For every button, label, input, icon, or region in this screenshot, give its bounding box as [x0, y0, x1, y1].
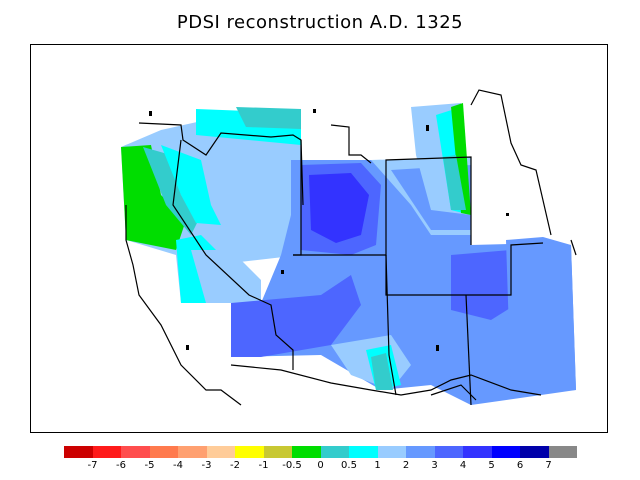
legend-tick-label: 6	[516, 460, 524, 471]
legend-swatch	[292, 446, 321, 458]
lakes	[149, 109, 509, 351]
legend-swatch	[206, 446, 235, 458]
legend-swatch	[92, 446, 121, 458]
region-oregon-green	[121, 145, 186, 250]
legend-swatch	[149, 446, 178, 458]
region-oregon-cyan	[161, 145, 221, 225]
legend-swatch	[121, 446, 150, 458]
legend-swatch	[377, 446, 406, 458]
legend-swatch	[491, 446, 520, 458]
pdsi-map	[121, 89, 577, 406]
legend-swatch	[320, 446, 349, 458]
legend-swatch	[64, 446, 93, 458]
pdsi-colorbar-ticks: -7 -6 -5 -4 -3 -2 -1 -0.5 0 0.5 1 2 3 4 5 6 7	[64, 460, 577, 474]
legend-swatch	[263, 446, 292, 458]
legend-tick-label: -6	[116, 460, 126, 471]
legend-tick-label: 5	[488, 460, 495, 471]
legend-swatch	[548, 446, 577, 458]
legend-tick-label: -3	[201, 460, 212, 471]
legend-swatch	[463, 446, 492, 458]
legend-swatch	[434, 446, 463, 458]
legend-tick-label: 3	[431, 460, 438, 471]
region-oregon-teal	[143, 147, 201, 235]
pdsi-colorbar	[64, 446, 577, 458]
legend-tick-label: -0.5	[282, 460, 302, 471]
legend-tick-label: -1	[258, 460, 269, 471]
region-az-teal	[371, 353, 393, 390]
legend-tick-label: 7	[545, 460, 552, 471]
legend-swatch	[349, 446, 378, 458]
legend-tick-label: -5	[144, 460, 155, 471]
region-pnw-top-inner	[236, 107, 301, 129]
region-se-blue	[506, 237, 576, 393]
region-ne-green	[451, 103, 471, 215]
legend-tick-label: 0	[317, 460, 324, 471]
legend-tick-label: 0.5	[341, 460, 357, 471]
legend-swatch	[235, 446, 264, 458]
boundaries	[125, 89, 577, 406]
map-title: PDSI reconstruction A.D. 1325	[176, 12, 464, 33]
legend-tick-label: 2	[402, 460, 410, 471]
region-interior-core	[309, 173, 369, 243]
legend-tick-label: -7	[87, 460, 98, 471]
legend-swatch	[406, 446, 435, 458]
legend-tick-label: 4	[459, 460, 467, 471]
legend-tick-label: 1	[374, 460, 381, 471]
legend-swatch	[178, 446, 207, 458]
legend-swatch	[520, 446, 549, 458]
legend-tick-label: -2	[230, 460, 240, 471]
legend-tick-label: -4	[173, 460, 183, 471]
map-frame	[30, 44, 608, 433]
region-ut-band	[231, 275, 361, 357]
region-ne-teal	[443, 155, 466, 210]
